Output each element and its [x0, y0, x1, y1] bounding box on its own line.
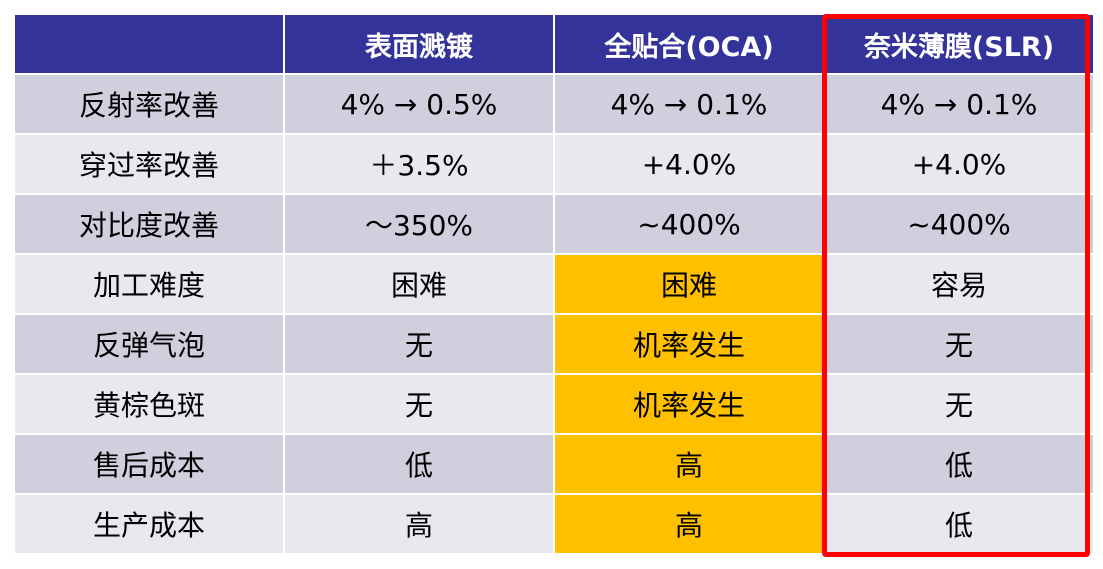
table-cell: 无: [823, 313, 1095, 375]
table-row: 加工难度 困难 困难 容易: [13, 253, 1095, 315]
table-row: 反弹气泡 无 机率发生 无: [13, 313, 1095, 375]
table-cell: 4% → 0.1%: [553, 73, 825, 135]
row-label: 反射率改善: [13, 73, 285, 135]
row-label: 加工难度: [13, 253, 285, 315]
table-cell: 4% → 0.1%: [823, 73, 1095, 135]
table-cell: 4% → 0.5%: [283, 73, 555, 135]
table-row: 反射率改善 4% → 0.5% 4% → 0.1% 4% → 0.1%: [13, 73, 1095, 135]
table-cell: ~400%: [553, 193, 825, 255]
table-cell: ＋3.5%: [283, 133, 555, 195]
header-full-lamination-oca: 全贴合(OCA): [553, 13, 825, 75]
table-cell: 无: [283, 373, 555, 435]
row-label: 对比度改善: [13, 193, 285, 255]
table-header-row: 表面溅镀 全贴合(OCA) 奈米薄膜(SLR): [13, 13, 1095, 75]
table-cell: 低: [823, 433, 1095, 495]
row-label: 生产成本: [13, 493, 285, 555]
table-cell-highlighted: 机率发生: [553, 373, 825, 435]
table-row: 穿过率改善 ＋3.5% +4.0% +4.0%: [13, 133, 1095, 195]
table-cell: 高: [283, 493, 555, 555]
comparison-table: 表面溅镀 全贴合(OCA) 奈米薄膜(SLR) 反射率改善 4% → 0.5% …: [13, 13, 1095, 555]
table-cell-highlighted: 高: [553, 433, 825, 495]
table-cell: 低: [823, 493, 1095, 555]
table-row: 售后成本 低 高 低: [13, 433, 1095, 495]
table-cell: +4.0%: [553, 133, 825, 195]
row-label: 黄棕色斑: [13, 373, 285, 435]
table-cell: ～350%: [283, 193, 555, 255]
table-row: 生产成本 高 高 低: [13, 493, 1095, 555]
table-cell: +4.0%: [823, 133, 1095, 195]
table-row: 黄棕色斑 无 机率发生 无: [13, 373, 1095, 435]
table-cell: ~400%: [823, 193, 1095, 255]
row-label: 穿过率改善: [13, 133, 285, 195]
row-label: 售后成本: [13, 433, 285, 495]
table-cell-highlighted: 高: [553, 493, 825, 555]
table-cell-highlighted: 机率发生: [553, 313, 825, 375]
header-corner: [13, 13, 285, 75]
row-label: 反弹气泡: [13, 313, 285, 375]
table-cell-highlighted: 困难: [553, 253, 825, 315]
table-cell: 低: [283, 433, 555, 495]
table-cell: 困难: [283, 253, 555, 315]
header-nano-film-slr: 奈米薄膜(SLR): [823, 13, 1095, 75]
table-row: 对比度改善 ～350% ~400% ~400%: [13, 193, 1095, 255]
table-cell: 无: [283, 313, 555, 375]
table-cell: 无: [823, 373, 1095, 435]
header-surface-sputtering: 表面溅镀: [283, 13, 555, 75]
table-cell: 容易: [823, 253, 1095, 315]
